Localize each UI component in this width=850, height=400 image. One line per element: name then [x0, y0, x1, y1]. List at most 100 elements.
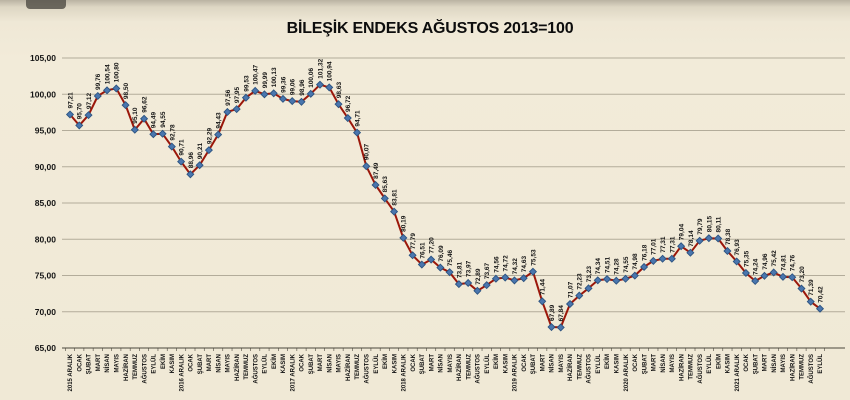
data-point-marker: [315, 80, 325, 89]
data-point-marker: [417, 260, 426, 269]
data-point-label: 77,79: [410, 233, 417, 250]
data-point-label: 73,23: [586, 266, 593, 283]
y-axis-tick-label: 80,00: [35, 234, 57, 244]
data-point-marker: [751, 276, 760, 286]
x-axis-tick-label: MAYIS: [115, 354, 121, 372]
data-point-marker: [473, 286, 482, 295]
y-axis-tick-label: 90,00: [35, 162, 57, 172]
x-axis-tick-label: MART: [429, 354, 435, 372]
x-axis-tick-label: NİSAN: [549, 354, 556, 373]
data-point-marker: [482, 281, 491, 290]
data-point-label: 74,98: [632, 253, 639, 270]
data-point-label: 98,96: [299, 79, 306, 96]
data-point-label: 73,81: [456, 261, 463, 278]
data-point-label: 76,51: [419, 242, 426, 259]
x-axis-tick-label: MAYIS: [781, 354, 787, 372]
data-point-label: 78,38: [725, 228, 732, 245]
x-axis-tick-label: ŞUBAT: [642, 354, 648, 375]
data-point-label: 98,63: [336, 82, 343, 99]
data-point-label: 96,62: [142, 96, 149, 113]
x-axis-tick-label: MART: [207, 354, 213, 372]
data-point-marker: [778, 272, 787, 281]
data-point-marker: [121, 101, 130, 110]
data-point-label: 83,81: [392, 189, 399, 206]
x-axis-tick-label: MAYIS: [559, 354, 565, 372]
data-point-label: 85,63: [382, 176, 389, 193]
y-axis-tick-label: 100,00: [30, 89, 56, 99]
data-point-marker: [806, 297, 815, 306]
data-point-label: 90,07: [364, 144, 371, 161]
x-axis-tick-label: EYLÜL: [373, 354, 380, 374]
data-point-label: 77,31: [669, 236, 676, 253]
data-point-marker: [427, 255, 436, 264]
x-axis-tick-label: EYLÜL: [151, 354, 158, 374]
x-axis-tick-label: HAZİRAN: [234, 354, 241, 381]
x-axis-tick-label: AĞUSTOS: [363, 354, 371, 384]
data-point-marker: [769, 268, 778, 277]
data-point-label: 101,32: [317, 58, 324, 78]
data-point-label: 74,51: [604, 256, 611, 273]
x-axis-tick-label: AĞUSTOS: [696, 354, 704, 384]
data-point-label: 72,23: [577, 273, 584, 290]
x-axis-tick-label: HAZİRAN: [456, 354, 463, 381]
x-axis-tick-label: NİSAN: [104, 354, 111, 373]
x-axis-tick-label: ŞUBAT: [198, 354, 204, 375]
index-line-series: [69, 83, 821, 329]
data-point-label: 77,31: [660, 236, 667, 253]
data-point-label: 70,42: [817, 286, 824, 303]
data-point-marker: [630, 271, 639, 280]
x-axis-tick-label: HAZİRAN: [345, 354, 352, 381]
data-point-marker: [723, 246, 732, 256]
data-point-marker: [167, 142, 176, 151]
data-point-marker: [390, 207, 399, 216]
x-axis-tick-label: OCAK: [522, 353, 528, 371]
data-point-marker: [232, 105, 241, 114]
data-point-marker: [815, 304, 825, 313]
data-point-label: 99,76: [95, 73, 102, 90]
data-point-marker: [334, 100, 343, 109]
x-axis-tick-label: KASIM: [726, 354, 732, 373]
data-point-marker: [214, 130, 223, 139]
data-point-label: 74,55: [623, 256, 630, 273]
data-point-label: 73,67: [484, 262, 491, 279]
data-point-marker: [491, 274, 500, 283]
data-point-label: 80,19: [401, 215, 408, 232]
data-point-marker: [658, 254, 667, 263]
x-axis-tick-label: OCAK: [300, 353, 306, 371]
x-axis-tick-label: AĞUSTOS: [585, 354, 593, 384]
x-axis-tick-label: KASIM: [392, 354, 398, 373]
x-axis-tick-label: MART: [96, 354, 102, 372]
data-point-label: 74,72: [503, 255, 510, 272]
data-point-marker: [269, 89, 278, 98]
data-point-label: 73,97: [466, 260, 473, 277]
data-point-label: 77,01: [651, 238, 658, 255]
data-point-label: 75,53: [530, 249, 537, 266]
data-point-label: 90,71: [179, 139, 186, 156]
data-point-marker: [732, 257, 741, 266]
x-axis-tick-label: NİSAN: [215, 354, 222, 373]
data-point-marker: [251, 86, 260, 95]
data-point-label: 100,80: [114, 62, 121, 82]
x-axis-tick-label: TEMMUZ: [466, 354, 472, 380]
data-point-marker: [667, 254, 676, 263]
x-axis-tick-label: EKİM: [493, 354, 500, 369]
data-point-marker: [538, 297, 547, 306]
data-point-label: 76,18: [642, 244, 649, 261]
x-axis-tick-label: KASIM: [170, 354, 176, 373]
data-point-marker: [241, 93, 250, 102]
y-axis-tick-label: 65,00: [35, 343, 57, 353]
y-axis-tick-label: 75,00: [35, 271, 57, 281]
data-point-label: 92,29: [206, 127, 213, 144]
data-point-marker: [575, 291, 584, 300]
data-point-marker: [288, 97, 297, 106]
data-point-marker: [547, 323, 556, 332]
data-point-label: 100,47: [253, 65, 260, 85]
y-axis-tick-label: 85,00: [35, 198, 57, 208]
x-axis-tick-label: NİSAN: [660, 354, 667, 373]
data-point-label: 88,96: [188, 152, 195, 169]
data-point-label: 94,43: [216, 112, 223, 129]
data-point-marker: [519, 274, 528, 283]
data-point-marker: [714, 234, 723, 243]
data-point-label: 95,10: [132, 107, 139, 124]
